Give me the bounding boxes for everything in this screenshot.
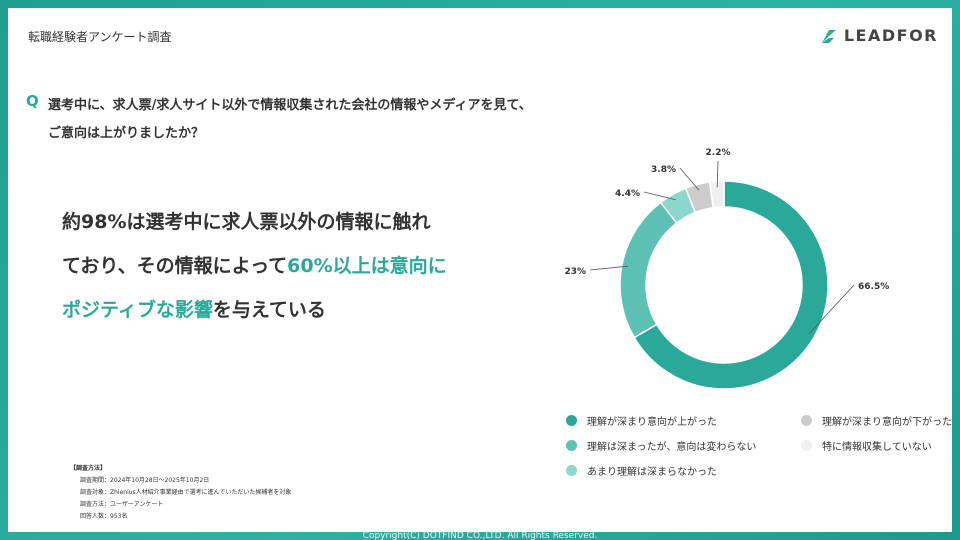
headline-highlight-2: ポジティブな影響 — [62, 299, 213, 321]
method-line: 回答人数：953名 — [80, 513, 128, 520]
legend-label: 理解が深まり意向が下がった — [822, 417, 952, 428]
question-block: Q 選考中に、求人票/求人サイト以外で情報収集された会社の情報やメディアを見て、… — [26, 92, 646, 148]
survey-method: 【調査方法】 調査期間：2024年10月28日〜2025年10月2日 調査対象：… — [70, 463, 291, 523]
legend-dot-icon — [566, 440, 577, 451]
method-line: 調査対象：Zhienius人材紹介事業経由で選考に進んでいただいた候補者を対象 — [80, 489, 292, 496]
legend-label: 理解は深まったが、意向は変わらない — [587, 442, 757, 453]
legend-dot-icon — [566, 465, 577, 476]
donut-slice — [708, 180, 725, 209]
legend-item: 特に情報収集していない — [801, 438, 932, 453]
logo-text: LEADFOR — [843, 26, 938, 45]
headline-highlight-1: 60%以上は意向に — [287, 255, 447, 277]
chart-legend: 理解が深まり意向が上がった理解は深まったが、意向は変わらない あまり理解は深まらな… — [556, 403, 952, 483]
question-text: 選考中に、求人票/求人サイト以外で情報収集された会社の情報やメディアを見て、 ご… — [48, 92, 646, 148]
data-label-leader — [679, 167, 700, 191]
legend-item: 理解が深まり意向が下がった — [801, 413, 952, 428]
donut-slice — [633, 180, 829, 390]
method-title: 【調査方法】 — [70, 465, 107, 472]
data-label-leader — [716, 160, 719, 188]
slice-data-label: 23% — [564, 267, 586, 277]
donut-slice — [619, 201, 678, 339]
data-label-leader — [808, 284, 855, 335]
leaf-logo-icon — [821, 29, 836, 43]
slice-data-label: 66.5% — [858, 282, 889, 292]
headline-part-1: 約98%は選考中に求人票以外の情報に触れ — [62, 211, 431, 233]
question-line-1: 選考中に、求人票/求人サイト以外で情報収集された会社の情報やメディアを見て、 — [48, 98, 532, 113]
question-line-2: ご意向は上がりましたか？ — [48, 126, 205, 141]
leadfor-logo: LEADFOR — [820, 26, 938, 45]
copyright-footer: Copyright(C) DOTFIND CO.,LTD. All Rights… — [362, 532, 598, 540]
donut-chart-svg: 66.5% 23% 4.4% 3.8% 2.2% — [564, 148, 889, 390]
legend-dot-icon — [801, 415, 812, 426]
legend-label: 理解が深まり意向が上がった — [587, 417, 717, 428]
legend-item: あまり理解は深まらなかった — [566, 463, 717, 478]
legend-label: あまり理解は深まらなかった — [587, 467, 717, 478]
slice-data-label: 3.8% — [651, 165, 676, 175]
data-label-leader — [589, 265, 628, 271]
method-line: 調査期間：2024年10月28日〜2025年10月2日 — [80, 477, 210, 484]
method-line: 調査方法：ユーザーアンケート — [80, 501, 164, 508]
donut-chart: 66.5% 23% 4.4% 3.8% 2.2% — [548, 138, 948, 408]
headline-part-2: ており、その情報によって — [62, 255, 288, 277]
legend-item: 理解が深まり意向が上がった — [566, 413, 717, 428]
headline: 約98%は選考中に求人票以外の情報に触れ ており、その情報によって60%以上は意… — [62, 200, 522, 332]
legend-item: 理解は深まったが、意向は変わらない — [566, 438, 756, 453]
question-mark-label: Q — [26, 92, 39, 110]
legend-dot-icon — [566, 415, 577, 426]
legend-label: 特に情報収集していない — [822, 442, 932, 453]
slice-data-label: 4.4% — [615, 189, 640, 199]
survey-title: 転職経験者アンケート調査 — [28, 30, 172, 44]
data-label-leader — [643, 191, 676, 201]
headline-part-3: を与えている — [212, 299, 326, 321]
slide-card: 転職経験者アンケート調査 LEADFOR Q 選考中に、求人票/求人サイト以外で… — [8, 8, 952, 532]
slice-data-label: 2.2% — [706, 148, 731, 158]
legend-dot-icon — [801, 440, 812, 451]
